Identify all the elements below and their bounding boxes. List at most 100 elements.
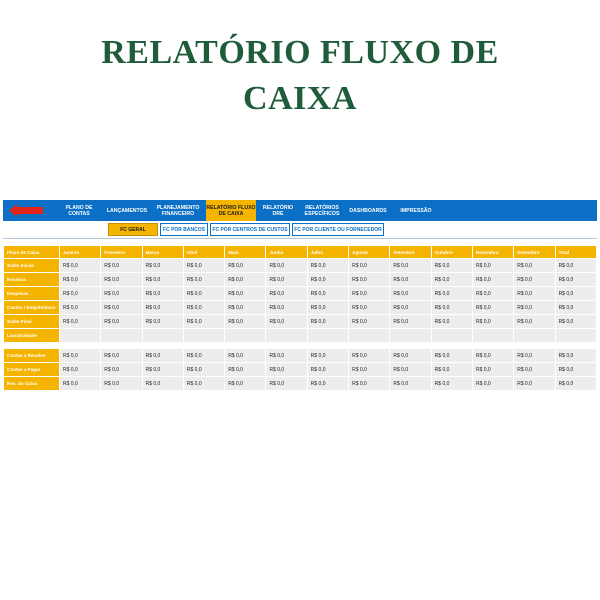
value-cell[interactable]: R$ 0,0 (348, 348, 391, 363)
value-cell[interactable]: R$ 0,0 (265, 272, 308, 287)
value-cell[interactable]: R$ 0,0 (100, 314, 143, 329)
value-cell[interactable]: R$ 0,0 (471, 376, 515, 391)
value-cell[interactable]: R$ 0,0 (513, 300, 556, 315)
subtab-fc-por-centros-de-custos[interactable]: FC POR CENTROS DE CUSTOS (210, 223, 290, 236)
value-cell[interactable]: R$ 0,0 (348, 314, 391, 329)
value-cell[interactable]: R$ 0,0 (389, 314, 432, 329)
value-cell[interactable]: R$ 0,0 (348, 362, 391, 377)
value-cell[interactable]: R$ 0,0 (471, 286, 515, 301)
value-cell[interactable]: R$ 0,0 (306, 300, 350, 315)
value-cell[interactable]: R$ 0,0 (224, 314, 267, 329)
nav-lancamentos[interactable]: LANÇAMENTOS (106, 207, 148, 214)
value-cell[interactable]: R$ 0,0 (224, 286, 267, 301)
value-cell[interactable]: R$ 0,0 (265, 286, 308, 301)
value-cell[interactable] (141, 328, 184, 343)
value-cell[interactable]: R$ 0,0 (389, 272, 432, 287)
value-cell[interactable]: R$ 0,0 (306, 258, 350, 273)
value-cell[interactable]: R$ 0,0 (58, 314, 102, 329)
value-cell[interactable] (182, 328, 226, 343)
value-cell[interactable]: R$ 0,0 (430, 376, 473, 391)
value-cell[interactable]: R$ 0,0 (513, 272, 556, 287)
value-cell[interactable]: R$ 0,0 (513, 376, 556, 391)
value-cell[interactable]: R$ 0,0 (141, 362, 184, 377)
value-cell[interactable]: R$ 0,0 (100, 348, 143, 363)
value-cell[interactable]: R$ 0,0 (554, 348, 598, 363)
value-cell[interactable] (471, 328, 515, 343)
nav-plano-de-contas[interactable]: PLANO DE CONTAS (65, 204, 93, 217)
value-cell[interactable]: R$ 0,0 (430, 362, 473, 377)
value-cell[interactable] (430, 328, 473, 343)
value-cell[interactable]: R$ 0,0 (141, 300, 184, 315)
value-cell[interactable]: R$ 0,0 (100, 272, 143, 287)
value-cell[interactable] (348, 328, 391, 343)
value-cell[interactable]: R$ 0,0 (389, 362, 432, 377)
value-cell[interactable]: R$ 0,0 (224, 258, 267, 273)
value-cell[interactable]: R$ 0,0 (224, 300, 267, 315)
value-cell[interactable]: R$ 0,0 (430, 258, 473, 273)
value-cell[interactable]: R$ 0,0 (58, 362, 102, 377)
value-cell[interactable] (306, 328, 350, 343)
value-cell[interactable] (100, 328, 143, 343)
value-cell[interactable]: R$ 0,0 (141, 272, 184, 287)
value-cell[interactable]: R$ 0,0 (224, 348, 267, 363)
value-cell[interactable]: R$ 0,0 (265, 362, 308, 377)
value-cell[interactable]: R$ 0,0 (265, 348, 308, 363)
value-cell[interactable]: R$ 0,0 (554, 286, 598, 301)
value-cell[interactable]: R$ 0,0 (389, 348, 432, 363)
nav-planejamento-financeiro[interactable]: PLANEJAMENTO FINANCEIRO (156, 204, 200, 217)
value-cell[interactable]: R$ 0,0 (513, 286, 556, 301)
value-cell[interactable]: R$ 0,0 (471, 362, 515, 377)
subtab-fc-por-bancos[interactable]: FC POR BANCOS (160, 223, 208, 236)
value-cell[interactable]: R$ 0,0 (141, 376, 184, 391)
value-cell[interactable]: R$ 0,0 (100, 376, 143, 391)
value-cell[interactable]: R$ 0,0 (554, 272, 598, 287)
value-cell[interactable]: R$ 0,0 (430, 314, 473, 329)
red-left-arrow-icon[interactable] (9, 204, 43, 217)
value-cell[interactable]: R$ 0,0 (182, 376, 226, 391)
value-cell[interactable]: R$ 0,0 (141, 258, 184, 273)
value-cell[interactable]: R$ 0,0 (182, 314, 226, 329)
value-cell[interactable]: R$ 0,0 (306, 376, 350, 391)
value-cell[interactable]: R$ 0,0 (182, 300, 226, 315)
value-cell[interactable]: R$ 0,0 (554, 258, 598, 273)
nav-dashboards[interactable]: DASHBOARDS (349, 207, 387, 214)
nav-relatorio-dre[interactable]: RELATÓRIO DRE (262, 204, 294, 217)
nav-impressao[interactable]: IMPRESSÃO (400, 207, 432, 214)
value-cell[interactable]: R$ 0,0 (306, 348, 350, 363)
value-cell[interactable]: R$ 0,0 (389, 258, 432, 273)
value-cell[interactable]: R$ 0,0 (430, 272, 473, 287)
value-cell[interactable]: R$ 0,0 (471, 300, 515, 315)
value-cell[interactable]: R$ 0,0 (471, 348, 515, 363)
value-cell[interactable]: R$ 0,0 (265, 300, 308, 315)
value-cell[interactable] (265, 328, 308, 343)
value-cell[interactable]: R$ 0,0 (471, 314, 515, 329)
value-cell[interactable]: R$ 0,0 (182, 258, 226, 273)
value-cell[interactable]: R$ 0,0 (100, 286, 143, 301)
value-cell[interactable]: R$ 0,0 (141, 286, 184, 301)
value-cell[interactable]: R$ 0,0 (389, 300, 432, 315)
value-cell[interactable] (513, 328, 556, 343)
value-cell[interactable]: R$ 0,0 (348, 300, 391, 315)
value-cell[interactable]: R$ 0,0 (513, 258, 556, 273)
value-cell[interactable]: R$ 0,0 (100, 362, 143, 377)
value-cell[interactable]: R$ 0,0 (306, 362, 350, 377)
value-cell[interactable]: R$ 0,0 (58, 348, 102, 363)
value-cell[interactable]: R$ 0,0 (100, 300, 143, 315)
value-cell[interactable]: R$ 0,0 (554, 314, 598, 329)
value-cell[interactable]: R$ 0,0 (348, 286, 391, 301)
value-cell[interactable]: R$ 0,0 (141, 348, 184, 363)
nav-relatorio-fluxo-de-caixa[interactable]: RELATÓRIO FLUXO DE CAIXA (206, 200, 256, 221)
value-cell[interactable]: R$ 0,0 (58, 376, 102, 391)
subtab-fc-por-cliente-ou-fornecedor[interactable]: FC POR CLIENTE OU FORNECEDOR (292, 223, 384, 236)
value-cell[interactable]: R$ 0,0 (430, 300, 473, 315)
subtab-fc-geral[interactable]: FC GERAL (108, 223, 158, 236)
value-cell[interactable]: R$ 0,0 (100, 258, 143, 273)
nav-relatorios-especificos[interactable]: RELATÓRIOS ESPECÍFICOS (304, 204, 340, 217)
value-cell[interactable]: R$ 0,0 (513, 314, 556, 329)
value-cell[interactable]: R$ 0,0 (554, 376, 598, 391)
value-cell[interactable] (389, 328, 432, 343)
value-cell[interactable]: R$ 0,0 (554, 300, 598, 315)
value-cell[interactable]: R$ 0,0 (58, 258, 102, 273)
value-cell[interactable]: R$ 0,0 (265, 376, 308, 391)
value-cell[interactable] (58, 328, 102, 343)
